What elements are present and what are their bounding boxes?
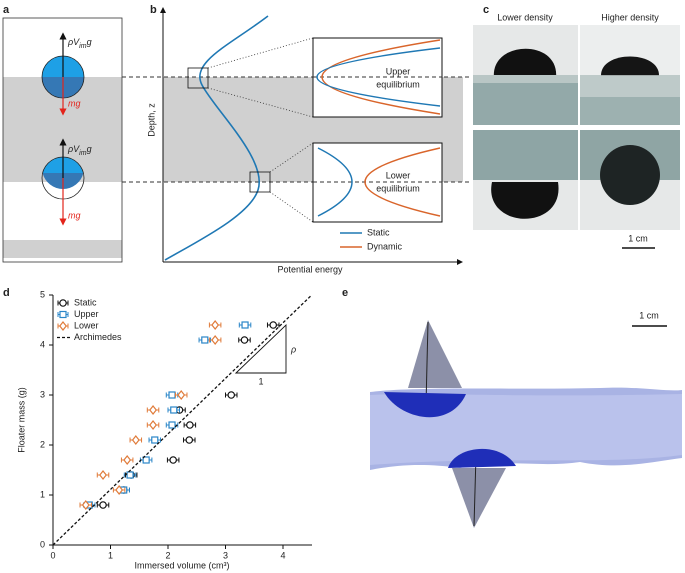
y-tick-label: 2	[40, 439, 45, 449]
y-tick-label: 1	[40, 489, 45, 499]
t: g	[87, 37, 92, 47]
panel-label: c	[483, 4, 489, 16]
point	[269, 321, 278, 329]
photo	[473, 25, 578, 125]
point	[99, 470, 107, 480]
photo	[370, 320, 682, 528]
point	[151, 436, 159, 444]
legend-label: Archimedes	[74, 332, 122, 342]
buoyancy-label: ρVimg	[67, 144, 92, 156]
y-tick-label: 0	[40, 539, 45, 549]
weight-label: mg	[68, 98, 81, 108]
point	[240, 336, 249, 344]
static-curve	[317, 147, 353, 217]
axis-label: Depth, z	[146, 103, 156, 137]
run-label: 1	[258, 376, 263, 386]
x-axis-label: Immersed volume (cm³)	[134, 560, 229, 570]
inset-label: Upper	[386, 66, 411, 76]
t: im	[79, 150, 87, 157]
static-curve	[164, 15, 269, 261]
point	[149, 405, 158, 415]
panel-label: d	[3, 287, 10, 299]
legend-swatch	[59, 299, 67, 307]
point	[177, 390, 186, 400]
t: im	[79, 43, 87, 50]
inset-label: Lower	[386, 170, 411, 180]
point	[115, 485, 124, 495]
point	[227, 391, 236, 399]
gap	[122, 18, 163, 268]
x-tick-label: 2	[165, 550, 170, 560]
slope-triangle	[234, 323, 287, 374]
legend-swatch	[59, 321, 67, 331]
scale-label: 1 cm	[639, 310, 659, 320]
dense-layer	[3, 240, 122, 258]
inset-label: equilibrium	[376, 183, 420, 193]
point	[211, 335, 220, 345]
x-tick-label: 0	[50, 550, 55, 560]
y-tick-label: 5	[40, 289, 45, 299]
photo	[580, 130, 680, 230]
point	[186, 421, 194, 429]
point	[81, 500, 90, 510]
zoom-box	[187, 67, 209, 89]
x-tick-label: 3	[223, 550, 228, 560]
static-curve	[316, 47, 441, 107]
point	[169, 456, 177, 464]
t: g	[87, 144, 92, 154]
scale-label: 1 cm	[628, 233, 648, 243]
point	[170, 406, 178, 414]
point	[123, 455, 132, 465]
panel-a-frame	[2, 17, 123, 263]
weight-label: mg	[68, 210, 81, 220]
point	[168, 391, 176, 399]
legend-label: Lower	[74, 320, 99, 330]
legend-label: Upper	[74, 309, 99, 319]
legend-label: Static	[367, 227, 390, 237]
y-tick-label: 4	[40, 339, 45, 349]
inset-label: equilibrium	[376, 79, 420, 89]
point	[126, 471, 134, 479]
panel-label: a	[3, 4, 10, 16]
t: ρV	[67, 144, 80, 154]
t: ρV	[67, 37, 80, 47]
y-tick-label: 3	[40, 389, 45, 399]
photo	[580, 25, 680, 125]
panel-label: e	[342, 287, 348, 299]
x-tick-label: 4	[280, 550, 285, 560]
slope-label: ρ	[290, 344, 296, 354]
point	[211, 320, 220, 330]
point	[149, 420, 158, 430]
point	[131, 435, 140, 445]
zoom-box	[249, 171, 271, 193]
dynamic-curve	[321, 39, 441, 115]
legend-swatch	[59, 310, 67, 319]
legend-label: Dynamic	[367, 241, 403, 251]
column-title: Higher density	[601, 12, 659, 22]
buoyancy-label: ρVimg	[67, 37, 92, 49]
axis-label: Potential energy	[277, 264, 343, 274]
x-tick-label: 1	[108, 550, 113, 560]
point	[185, 436, 194, 444]
point	[99, 501, 107, 509]
point	[142, 456, 150, 464]
dynamic-curve	[364, 147, 441, 217]
point	[168, 421, 176, 429]
legend-label: Static	[74, 297, 97, 307]
photo	[473, 130, 578, 230]
column-title: Lower density	[497, 12, 553, 22]
point	[201, 336, 209, 344]
y-axis-label: Floater mass (g)	[16, 387, 26, 453]
point	[241, 321, 249, 329]
zoom-lines	[207, 37, 314, 223]
panel-label: b	[150, 4, 157, 16]
